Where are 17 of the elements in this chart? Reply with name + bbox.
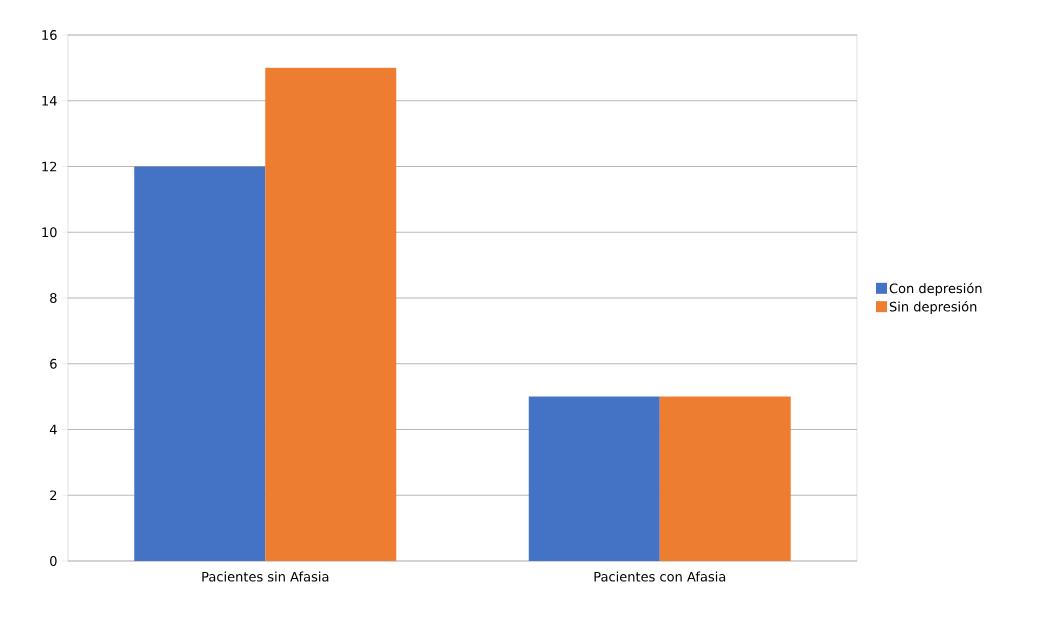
y-tick-label: 2	[50, 490, 57, 501]
y-tick-label: 0	[50, 556, 57, 566]
legend-label: Sin depresión	[889, 300, 977, 315]
y-tick-label: 4	[49, 424, 57, 435]
bar	[265, 67, 397, 561]
y-tick-label: 10	[42, 227, 57, 238]
y-tick-label: 6	[50, 358, 57, 369]
legend-label: Con depresión	[889, 282, 982, 296]
x-tick-label: Pacientes sin Afasia	[202, 571, 329, 582]
y-tick-label: 8	[50, 293, 57, 303]
bar	[528, 396, 660, 561]
y-tick-label: 14	[42, 96, 57, 106]
x-tick-label: Pacientes con Afasia	[594, 571, 726, 582]
bar	[134, 166, 266, 561]
y-tick-label: 12	[42, 161, 57, 172]
bar	[659, 396, 791, 561]
y-tick-label: 16	[42, 30, 57, 40]
